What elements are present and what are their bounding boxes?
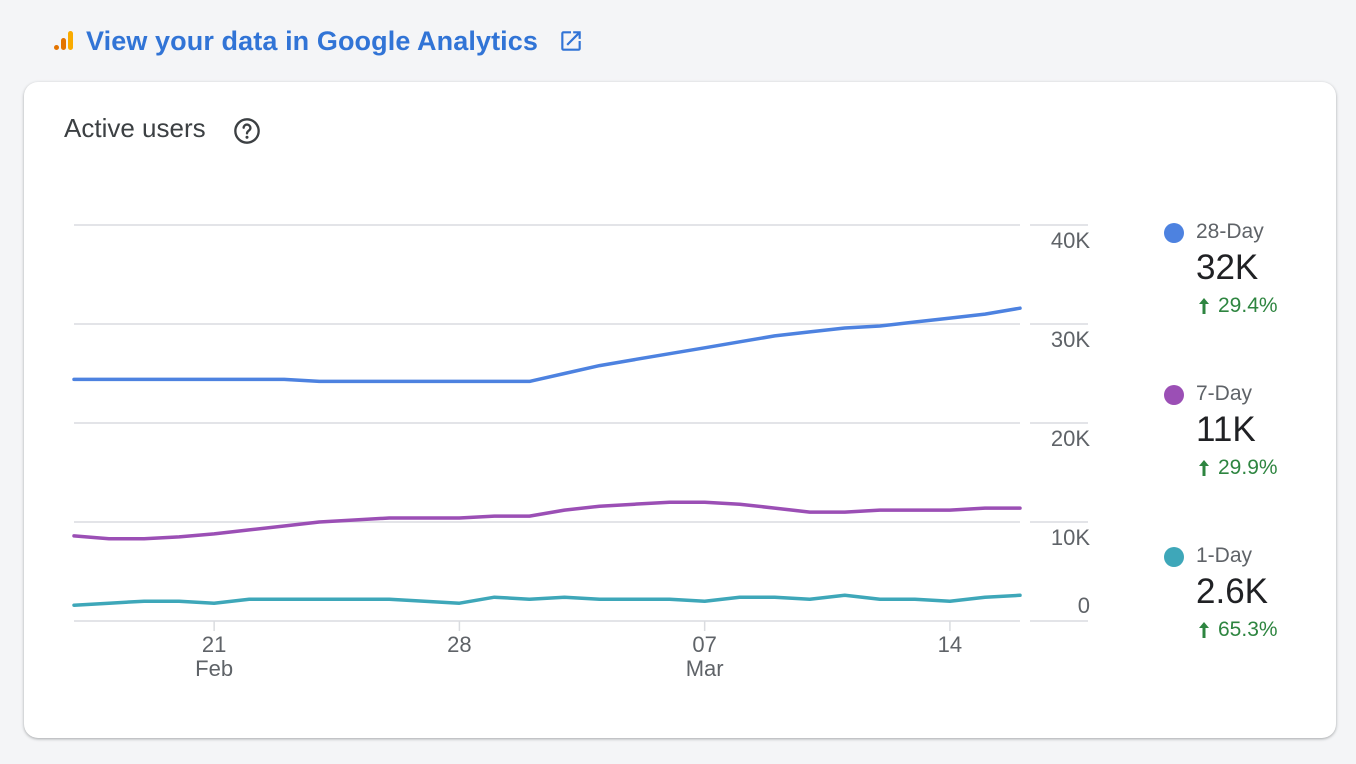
legend-value: 2.6K: [1196, 572, 1268, 611]
x-tick-sublabel: Mar: [686, 656, 724, 681]
y-tick-label: 30K: [1051, 327, 1090, 352]
x-tick-sublabel: Feb: [195, 656, 233, 681]
card-title: Active users: [64, 113, 206, 143]
legend-name: 28-Day: [1196, 220, 1264, 243]
y-axis-labels: 0 10K 20K 30K 40K: [1051, 228, 1090, 618]
y-tick-label: 40K: [1051, 228, 1090, 253]
series-line-7-day: [72, 500, 1022, 541]
legend-dot-1-day: [1164, 547, 1184, 567]
active-users-card: [24, 82, 1336, 738]
legend-dot-28-day: [1164, 223, 1184, 243]
open-in-new-icon: [561, 31, 581, 51]
y-tick-label: 0: [1078, 593, 1090, 618]
chart-series: [72, 306, 1022, 607]
legend-delta-value: 29.9%: [1218, 456, 1278, 479]
legend-name: 7-Day: [1196, 382, 1253, 405]
legend-delta: 29.9%: [1196, 456, 1278, 480]
arrow-up-icon: [1199, 298, 1209, 314]
legend-dot-7-day: [1164, 385, 1184, 405]
legend-delta: 29.4%: [1196, 294, 1278, 318]
legend-value: 32K: [1196, 248, 1259, 287]
x-tick-label: 07: [692, 632, 716, 657]
arrow-up-icon: [1199, 622, 1209, 638]
arrow-up-icon: [1199, 460, 1209, 476]
series-line-1-day: [72, 593, 1022, 607]
legend-delta: 65.3%: [1196, 618, 1278, 642]
legend-delta-value: 29.4%: [1218, 294, 1278, 317]
help-circle-icon[interactable]: [233, 117, 261, 145]
legend-value: 11K: [1196, 410, 1256, 449]
x-tick-label: 21: [202, 632, 226, 657]
legend-delta-value: 65.3%: [1218, 618, 1278, 641]
series-line-28-day: [72, 306, 1022, 384]
x-tick-label: 28: [447, 632, 471, 657]
y-tick-label: 10K: [1051, 525, 1090, 550]
chart-grid: [74, 224, 1088, 622]
legend-name: 1-Day: [1196, 544, 1253, 567]
y-tick-label: 20K: [1051, 426, 1090, 451]
analytics-logo-icon: [54, 31, 73, 50]
google-analytics-link-text: View your data in Google Analytics: [86, 25, 539, 56]
google-analytics-link[interactable]: View your data in Google Analytics: [52, 22, 584, 60]
x-tick-label: 14: [938, 632, 962, 657]
